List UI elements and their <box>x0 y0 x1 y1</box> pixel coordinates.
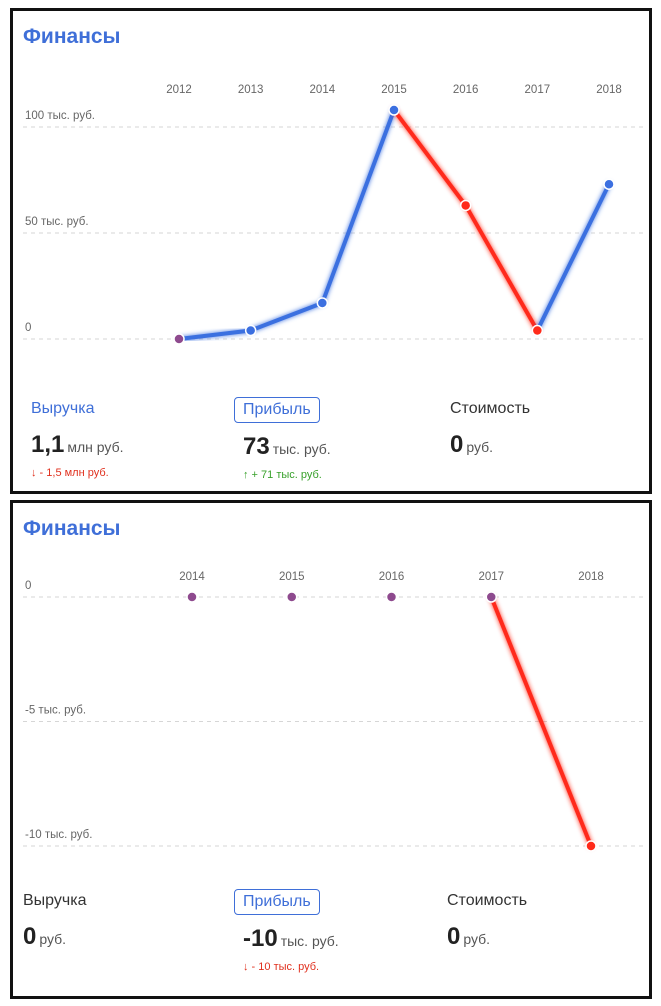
metric-profit[interactable]: Прибыль 73 тыс. руб. ↑ + 71 тыс. руб. <box>234 397 331 481</box>
finance-chart-1: 100 тыс. руб. 50 тыс. руб. 0 2012 2013 2014 20… <box>23 84 645 345</box>
series-segment <box>535 182 611 333</box>
metric-profit-delta: ↑ + 71 тыс. руб. <box>243 469 322 481</box>
data-point[interactable] <box>459 199 472 212</box>
x-tick-label: 2017 <box>478 571 504 583</box>
x-tick-label: 2017 <box>525 84 551 96</box>
metric-revenue-unit: руб. <box>39 931 67 947</box>
x-tick-label: 2014 <box>179 571 205 583</box>
x-tick-label: 2013 <box>238 84 264 96</box>
data-point[interactable] <box>385 591 398 603</box>
metric-value[interactable]: Стоимость 0 руб. <box>447 889 527 951</box>
series-segment <box>463 203 540 333</box>
metric-revenue[interactable]: Выручка 0 руб. <box>23 889 86 951</box>
metric-value[interactable]: Стоимость 0 руб. <box>450 397 530 459</box>
y-tick-label: -5 тыс. руб. <box>25 705 86 717</box>
metric-revenue[interactable]: Выручка 1,1 млн руб. ↓ - 1,5 млн руб. <box>31 397 123 479</box>
y-tick-label: -10 тыс. руб. <box>25 829 92 841</box>
metric-revenue-delta: ↓ - 1,5 млн руб. <box>31 467 109 479</box>
x-tick-label: 2015 <box>381 84 407 96</box>
series-segment <box>248 300 325 333</box>
x-tick-label: 2014 <box>310 84 336 96</box>
metric-profit-value: 73 <box>243 433 270 460</box>
x-tick-label: 2012 <box>166 84 192 96</box>
metric-value-value-row: 0 руб. <box>450 431 530 459</box>
x-tick-label: 2016 <box>379 571 405 583</box>
finance-panel-2: Финансы 0 -5 тыс. руб. -10 тыс. руб. 2014 20… <box>10 500 652 999</box>
data-point[interactable] <box>244 324 257 337</box>
metric-value-value-row: 0 руб. <box>447 923 527 951</box>
data-point[interactable] <box>585 840 597 852</box>
metric-revenue-unit: млн руб. <box>67 439 124 455</box>
data-point[interactable] <box>286 591 298 603</box>
metric-revenue-value-row: 1,1 млн руб. <box>31 431 123 459</box>
data-point[interactable] <box>388 104 400 116</box>
series-segment <box>320 108 396 305</box>
metric-revenue-value-row: 0 руб. <box>23 923 86 951</box>
series-segment <box>392 108 468 208</box>
data-point[interactable] <box>316 297 329 309</box>
metric-profit-value-row: -10 тыс. руб. <box>243 925 339 953</box>
metric-revenue-value: 1,1 <box>31 431 65 458</box>
metric-value-unit: руб. <box>463 931 491 947</box>
series-segment <box>489 595 593 848</box>
data-point[interactable] <box>173 333 185 345</box>
x-tick-label: 2018 <box>578 571 604 583</box>
metric-value-label[interactable]: Стоимость <box>447 892 528 909</box>
metric-profit-value-row: 73 тыс. руб. <box>243 433 331 461</box>
metric-profit-unit: тыс. руб. <box>280 933 339 949</box>
metric-profit-tab[interactable]: Прибыль <box>234 397 320 423</box>
metric-revenue-value: 0 <box>23 923 37 950</box>
data-point[interactable] <box>603 178 615 190</box>
panel-title: Финансы <box>23 25 121 48</box>
panel-title: Финансы <box>23 517 121 540</box>
metric-revenue-label[interactable]: Выручка <box>31 400 95 417</box>
data-point[interactable] <box>186 591 198 603</box>
y-tick-label: 0 <box>25 580 31 592</box>
y-tick-label: 100 тыс. руб. <box>25 110 95 122</box>
data-point[interactable] <box>485 591 497 603</box>
x-tick-label: 2015 <box>279 571 305 583</box>
data-point[interactable] <box>531 324 544 337</box>
x-tick-label: 2016 <box>453 84 479 96</box>
metric-revenue-label[interactable]: Выручка <box>23 892 87 909</box>
metric-profit-tab[interactable]: Прибыль <box>234 889 320 915</box>
y-tick-label: 50 тыс. руб. <box>25 216 89 228</box>
metric-value-unit: руб. <box>466 439 494 455</box>
metric-profit[interactable]: Прибыль -10 тыс. руб. ↓ - 10 тыс. руб. <box>234 889 339 973</box>
y-tick-label: 0 <box>25 322 31 334</box>
x-tick-label: 2018 <box>596 84 622 96</box>
metric-profit-value: -10 <box>243 925 278 952</box>
metric-value-value: 0 <box>447 923 461 950</box>
finance-chart-2: 0 -5 тыс. руб. -10 тыс. руб. 2014 2015 2016 20… <box>23 571 645 852</box>
metric-value-label[interactable]: Стоимость <box>450 400 531 417</box>
metric-profit-delta: ↓ - 10 тыс. руб. <box>243 961 320 973</box>
metric-profit-unit: тыс. руб. <box>272 441 331 457</box>
series-segment <box>177 328 253 341</box>
metric-value-value: 0 <box>450 431 464 458</box>
finance-panel-1: Финансы 100 тыс. руб. 50 тыс. руб. 0 2012 20… <box>10 8 652 494</box>
